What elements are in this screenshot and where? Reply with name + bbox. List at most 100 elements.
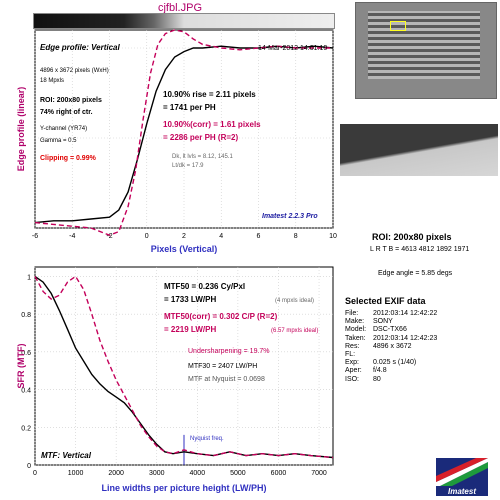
mtf-chart: 0 1000 2000 3000 4000 5000 6000 7000 0 0.2 0.4 0.6 0… <box>16 266 334 493</box>
rise-line-2: = 1741 per PH <box>163 103 216 112</box>
edge-ticks: -6 -4 -2 0 2 4 6 8 10 <box>32 233 337 240</box>
mtf-legend: MTF: Vertical <box>41 451 92 460</box>
ideal-657mp: (6.57 mpxls ideal) <box>271 328 318 334</box>
exif-value: 0.025 s (1/40) <box>373 359 417 367</box>
imatest-logo: Imatest <box>436 458 488 496</box>
roi-title: ROI: 200x80 pixels <box>372 232 452 242</box>
mtf50-lwph: = 1733 LW/PH <box>164 295 216 304</box>
mtf-corrected-line <box>34 275 334 459</box>
edge-tick-label: -4 <box>69 233 75 240</box>
mtf-y-tick-label: 0.6 <box>21 350 31 357</box>
exif-value: 80 <box>373 375 381 383</box>
mtf-y-tick-label: 0.8 <box>21 312 31 319</box>
edge-tick-label: 2 <box>182 233 186 240</box>
edge-tick-label: -2 <box>106 233 112 240</box>
info-channel: Y-channel (YR74) <box>40 126 87 132</box>
mtf-y-tick-label: 0.4 <box>21 388 31 395</box>
edge-tick-label: -6 <box>32 233 38 240</box>
mtf-xlabel: Line widths per picture height (LW/PH) <box>101 483 266 493</box>
file-title: cjfbl.JPG <box>157 2 202 14</box>
exif-key: Res: <box>345 342 360 350</box>
mtf-ticks: 0 1000 2000 3000 4000 5000 6000 7000 0 0.2 0.4 0.6 0… <box>21 274 327 477</box>
nyquist-label: Nyquist freq. <box>190 436 224 442</box>
roi-marker <box>390 21 406 31</box>
mtf30: MTF30 = 2407 LW/PH <box>188 363 257 370</box>
info-roi: ROI: 200x80 pixels <box>40 97 102 104</box>
mtf-x-tick-label: 2000 <box>108 470 124 477</box>
dk-levels: Dk, lt lvls = 8.12, 145.1 <box>172 154 234 160</box>
exif-value: DSC-TX66 <box>373 326 407 334</box>
mtf-nyquist: MTF at Nyquist = 0.0698 <box>188 376 265 383</box>
exif-value: f/4.8 <box>373 367 387 375</box>
mtf50-line: MTF50 = 0.236 Cy/Pxl <box>164 282 245 291</box>
exif-key: ISO: <box>345 375 360 383</box>
edge-tick-label: 10 <box>329 233 337 240</box>
mtf-x-tick-label: 4000 <box>190 470 206 477</box>
mtf-y-tick-label: 0 <box>27 463 31 470</box>
exif-row: Model: DSC-TX66 <box>345 326 437 334</box>
mtf50-corr-line: MTF50(corr) = 0.302 C/P (R=2) <box>164 312 278 321</box>
edge-tick-label: 6 <box>257 233 261 240</box>
exif-key: Make: <box>345 318 365 326</box>
exif-table: File: 2012:03:14 12:42:22 Make: SONY Model: D… <box>345 310 437 384</box>
exif-row: FL: <box>345 351 437 359</box>
edge-tick-label: 0 <box>145 233 149 240</box>
test-chart-image <box>368 11 480 79</box>
edge-series <box>34 29 334 236</box>
mtf-x-tick-label: 3000 <box>149 470 165 477</box>
exif-value: 2012:03:14 12:42:23 <box>373 334 438 342</box>
version-badge: Imatest 2.2.3 Pro <box>262 213 318 220</box>
mtf-x-tick-label: 0 <box>33 470 37 477</box>
mtf-x-tick-label: 1000 <box>68 470 84 477</box>
exif-value: 2012:03:14 12:42:22 <box>373 310 438 317</box>
roi-lrtb: L R T B = 4613 4812 1892 1971 <box>370 246 470 253</box>
edge-corrected-line <box>34 29 333 236</box>
edge-profile-chart: -6 -4 -2 0 2 4 6 8 10 Edge profile: Vertical 14-… <box>16 29 337 254</box>
edge-tick-label: 4 <box>219 233 223 240</box>
mtf-grid <box>34 267 333 466</box>
exif-key: Exp: <box>345 359 360 367</box>
info-mpxls: 18 Mpxls <box>40 78 64 84</box>
rise-corr-line-1: 10.90%(corr) = 1.61 pixels <box>163 120 261 129</box>
mtf-y-tick-label: 0.2 <box>21 425 31 432</box>
exif-row: Taken: 2012:03:14 12:42:23 <box>345 335 437 343</box>
edge-grid <box>34 30 334 229</box>
rise-corr-line-2: = 2286 per PH (R=2) <box>163 133 238 142</box>
mtf-x-tick-label: 7000 <box>311 470 327 477</box>
edge-xlabel: Pixels (Vertical) <box>151 244 218 254</box>
edge-tick-label: 8 <box>294 233 298 240</box>
mtf-x-tick-label: 6000 <box>271 470 287 477</box>
mtf-y-tick-label: 1 <box>27 274 31 281</box>
edge-ylabel: Edge profile (linear) <box>16 87 26 172</box>
exif-title: Selected EXIF data <box>345 296 426 306</box>
gray-gradient-bar <box>33 13 335 29</box>
ideal-4mp: (4 mpxls ideal) <box>275 298 314 304</box>
info-position: 74% right of ctr. <box>40 109 93 116</box>
exif-row: Res: 4896 x 3672 <box>345 343 437 351</box>
chart-thumbnail <box>355 2 497 99</box>
info-clipping: Clipping = 0.99% <box>40 155 97 162</box>
exif-key: Model: <box>345 326 367 334</box>
info-gamma: Gamma = 0.5 <box>40 138 77 144</box>
mtf50-corr-lwph: = 2219 LW/PH <box>164 325 216 334</box>
rise-line-1: 10.90% rise = 2.11 pixels <box>163 90 256 99</box>
edge-angle: Edge angle = 5.85 degs <box>378 270 453 277</box>
exif-row: ISO: 80 <box>345 376 437 384</box>
info-resolution: 4896 x 3672 pixels (WxH) <box>40 68 109 74</box>
exif-row: File: 2012:03:14 12:42:22 <box>345 310 437 318</box>
mtf-ylabel: SFR (MTF) <box>16 344 26 389</box>
mtf-series <box>34 275 334 459</box>
lt-dk-ratio: Lt/dk = 17.9 <box>172 163 204 169</box>
roi-image <box>340 124 498 176</box>
edge-timestamp: 14-Mar-2012 14:01:10 <box>258 45 327 52</box>
exif-key: Taken: <box>345 334 366 342</box>
exif-row: Exp: 0.025 s (1/40) <box>345 359 437 367</box>
exif-key: File: <box>345 310 359 317</box>
exif-value: SONY <box>373 318 393 326</box>
edge-title: Edge profile: Vertical <box>40 43 121 52</box>
edge-measured-line <box>34 45 334 224</box>
logo-text: Imatest <box>448 487 476 496</box>
mtf-x-tick-label: 5000 <box>230 470 246 477</box>
exif-key: FL: <box>345 351 356 359</box>
undersharpening: Undersharpening = 19.7% <box>188 348 270 355</box>
